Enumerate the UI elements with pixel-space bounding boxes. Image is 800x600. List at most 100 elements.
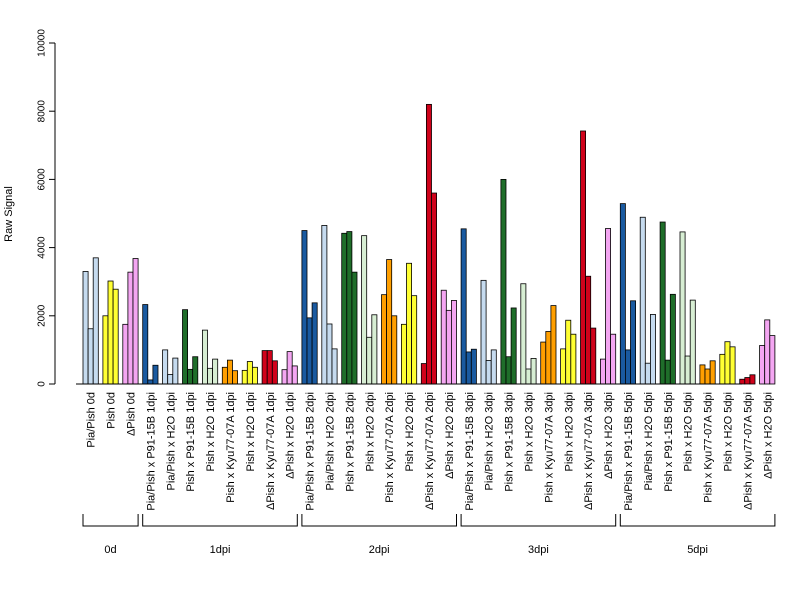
bar: [704, 368, 711, 385]
bar: [650, 314, 656, 385]
x-tick-label: Pish x H2O 3dpi: [523, 392, 535, 471]
bar: [192, 356, 199, 385]
group-label: 2dpi: [369, 544, 390, 556]
bar: [764, 319, 771, 385]
x-tick-label: Pish 0d: [106, 392, 118, 429]
x-tick-label: Pia/Pish x P91-15B 2dpi: [305, 392, 317, 511]
y-tick-label: 2000: [37, 304, 48, 327]
bars-layer: [82, 103, 776, 385]
bar: [102, 315, 109, 385]
x-tick-label: Pish x P91-15B 3dpi: [504, 392, 516, 492]
x-tick-label: Pia/Pish x P91-15B 3dpi: [464, 392, 476, 511]
x-tick-label: Pish x H2O 2dpi: [364, 392, 376, 471]
bar: [619, 203, 626, 385]
x-tick-label: ΔPish x H2O 3dpi: [603, 392, 615, 479]
bar: [425, 103, 432, 385]
bar: [82, 271, 89, 385]
bar: [480, 279, 487, 385]
group-bracket: [460, 514, 617, 527]
bar: [286, 351, 293, 385]
bar: [525, 368, 532, 385]
bar: [739, 378, 746, 385]
bar: [311, 302, 318, 385]
bar: [107, 280, 114, 385]
bar: [147, 379, 154, 385]
bar: [769, 335, 776, 385]
y-tick-label: 8000: [37, 100, 48, 123]
x-tick-label: Pish x P91-15B 5dpi: [663, 392, 675, 492]
bar: [709, 360, 716, 385]
bar: [271, 360, 278, 385]
bar: [744, 377, 751, 385]
bar: [112, 288, 119, 385]
bar: [301, 230, 308, 385]
x-tick-label: Pish x H2O 2dpi: [404, 392, 416, 471]
bar: [371, 314, 378, 385]
bar: [212, 358, 219, 385]
bar: [570, 333, 577, 385]
bar: [361, 235, 368, 385]
bar: [485, 360, 492, 385]
bar: [610, 333, 617, 385]
bar: [346, 231, 353, 385]
y-tick-label: 6000: [37, 168, 48, 191]
bar: [585, 275, 592, 385]
bar: [724, 341, 731, 385]
bar: [664, 359, 671, 385]
bar: [411, 295, 418, 385]
x-tick-label: Pia/Pish x H2O 1dpi: [165, 392, 177, 490]
bar: [470, 348, 477, 385]
bar: [291, 365, 298, 385]
bar: [729, 346, 736, 385]
bar: [306, 317, 313, 385]
group-brackets: 0d 1dpi 2dpi 3dpi 5dpi: [82, 514, 776, 556]
bar: [465, 351, 472, 385]
bar: [226, 359, 233, 385]
bar: [326, 323, 333, 385]
bar: [440, 289, 447, 385]
bar: [540, 341, 547, 385]
x-tick-label: Pish x H2O 1dpi: [205, 392, 217, 471]
bar: [182, 309, 188, 385]
bar: [490, 349, 497, 385]
bar: [167, 374, 174, 385]
group-label: 0d: [104, 544, 116, 556]
x-tick-label: Pish x H2O 3dpi: [563, 392, 575, 471]
bar: [659, 221, 666, 385]
bar: [600, 358, 606, 385]
x-tick-label: Pish x H2O 5dpi: [722, 392, 734, 471]
bar: [162, 349, 169, 385]
bar: [261, 350, 268, 385]
bar: [187, 368, 194, 385]
bar: [719, 353, 726, 385]
x-tick-label: Pish x P91-15B 1dpi: [185, 392, 197, 492]
bar: [232, 370, 238, 385]
bar: [400, 323, 407, 385]
x-category-labels: Pia/Pish 0d Pish 0d ΔPish 0d Pia/Pish x P91…: [86, 392, 775, 511]
y-axis: 0 2000 4000 6000 8000 10000: [37, 29, 56, 387]
bar: [530, 358, 537, 385]
bar: [445, 309, 452, 385]
x-tick-label: ΔPish x H2O 5dpi: [762, 392, 774, 479]
bar: [321, 225, 328, 385]
bar: [684, 355, 691, 385]
bar: [266, 350, 273, 385]
bar: [351, 271, 358, 385]
bar: [172, 357, 179, 385]
x-tick-label: Pish x H2O 1dpi: [245, 392, 257, 471]
bar: [560, 348, 567, 385]
bar: [460, 228, 467, 385]
group-label: 1dpi: [210, 544, 231, 556]
bar: [142, 304, 149, 385]
y-tick-label: 4000: [37, 236, 48, 259]
group-label: 5dpi: [687, 544, 708, 556]
bar: [580, 130, 586, 385]
bar: [630, 300, 636, 385]
x-tick-label: ΔPish x Kyu77-07A 2dpi: [424, 392, 436, 510]
bar: [505, 356, 512, 385]
x-tick-label: Pish x Kyu77-07A 2dpi: [384, 392, 396, 503]
x-tick-label: ΔPish 0d: [125, 392, 137, 436]
x-tick-label: Pish x H2O 5dpi: [683, 392, 695, 471]
y-tick-label: 10000: [37, 29, 48, 57]
